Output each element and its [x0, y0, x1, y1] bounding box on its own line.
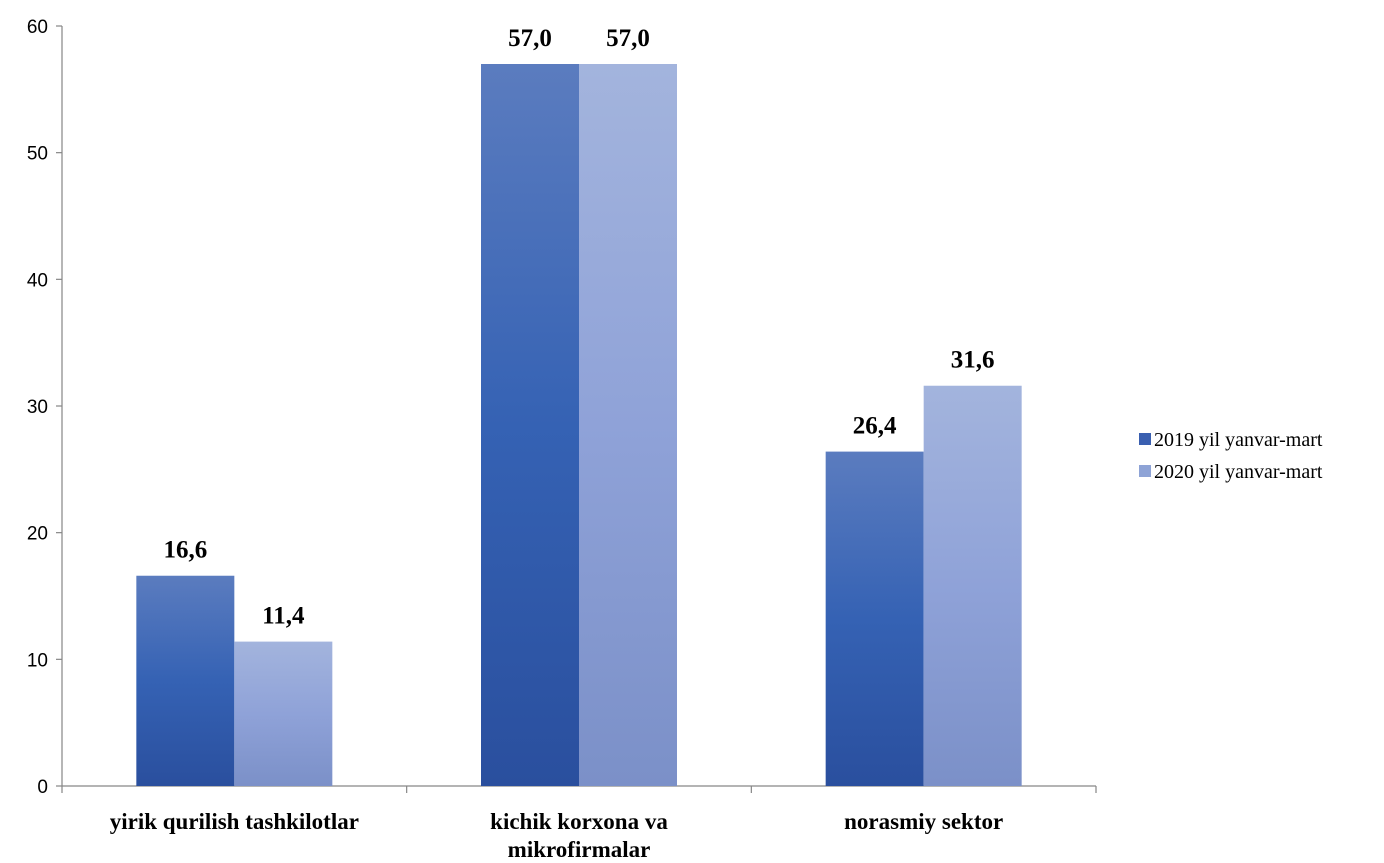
x-category-label: mikrofirmalar [508, 837, 651, 862]
y-tick-label: 40 [27, 270, 48, 291]
data-label: 26,4 [853, 413, 897, 440]
bar [136, 575, 235, 786]
x-category-label: yirik qurilish tashkilotlar [110, 809, 359, 834]
data-label: 57,0 [606, 25, 650, 52]
legend-swatch [1139, 465, 1151, 477]
y-tick-label: 10 [27, 650, 48, 671]
bar [923, 385, 1022, 786]
y-tick-label: 60 [27, 17, 48, 38]
y-tick-label: 50 [27, 144, 48, 165]
x-category-label: kichik korxona va [490, 809, 668, 834]
plot-area: 0 10 20 30 40 50 60 16,6 11,4 yirik qurilish tash… [27, 17, 1097, 862]
y-tick-label: 30 [27, 397, 48, 418]
data-label: 11,4 [262, 603, 305, 630]
y-tick-label: 20 [27, 524, 48, 545]
x-category-label: norasmiy sektor [844, 809, 1003, 834]
bar [481, 64, 579, 786]
legend-label: 2020 yil yanvar-mart [1154, 461, 1323, 483]
data-label: 31,6 [951, 347, 995, 374]
data-label: 16,6 [163, 537, 207, 564]
legend-swatch [1139, 433, 1151, 445]
y-tick-label: 0 [37, 777, 48, 798]
bar [825, 451, 924, 786]
bar [234, 641, 333, 786]
data-label: 57,0 [508, 25, 552, 52]
bar [579, 64, 677, 786]
legend: 2019 yil yanvar-mart 2020 yil yanvar-mart [1139, 429, 1323, 483]
legend-label: 2019 yil yanvar-mart [1154, 429, 1323, 451]
